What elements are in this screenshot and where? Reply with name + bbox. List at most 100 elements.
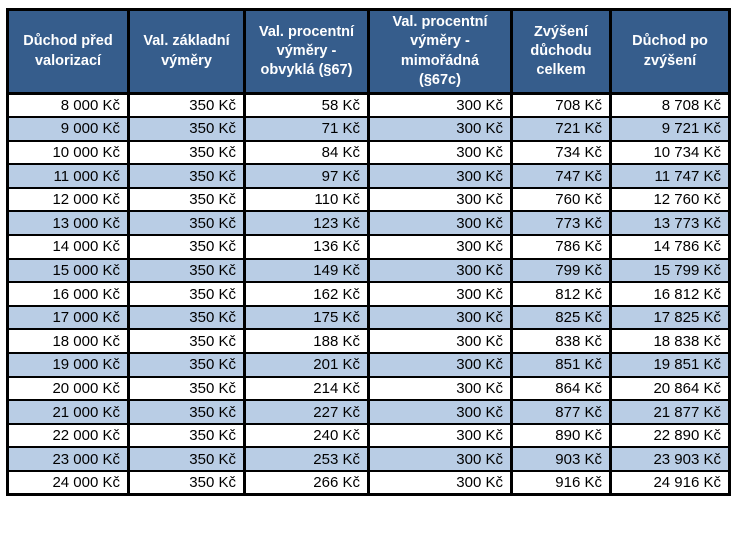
cell-total-pension-increase: 838 Kč [510,328,612,355]
cell-basic-assessment-valorization: 350 Kč [127,92,246,119]
column-header-percentage-assessment-regular: Val. procentní výměry - obvyklá (§67) [243,8,370,95]
cell-total-pension-increase: 773 Kč [510,210,612,237]
cell-percentage-assessment-extraordinary: 300 Kč [367,352,513,378]
page: Důchod před valorizací Val. základní vým… [0,8,731,540]
cell-pension-before-valorization: 8 000 Kč [6,92,130,119]
table-row: 14 000 Kč 350 Kč 136 Kč 300 Kč 786 Kč 14… [6,234,731,260]
cell-percentage-assessment-extraordinary: 300 Kč [367,257,513,284]
cell-percentage-assessment-regular: 162 Kč [243,281,370,307]
cell-percentage-assessment-extraordinary: 300 Kč [367,116,513,142]
cell-percentage-assessment-regular: 188 Kč [243,328,370,355]
cell-pension-after-increase: 21 877 Kč [609,399,731,425]
cell-total-pension-increase: 734 Kč [510,139,612,166]
cell-total-pension-increase: 812 Kč [510,281,612,307]
cell-percentage-assessment-extraordinary: 300 Kč [367,375,513,402]
cell-pension-before-valorization: 11 000 Kč [6,163,130,189]
cell-basic-assessment-valorization: 350 Kč [127,422,246,449]
cell-total-pension-increase: 708 Kč [510,92,612,119]
cell-pension-after-increase: 9 721 Kč [609,116,731,142]
cell-pension-before-valorization: 14 000 Kč [6,234,130,260]
cell-pension-after-increase: 20 864 Kč [609,375,731,402]
table-row: 15 000 Kč 350 Kč 149 Kč 300 Kč 799 Kč 15… [6,257,731,284]
cell-basic-assessment-valorization: 350 Kč [127,234,246,260]
cell-total-pension-increase: 786 Kč [510,234,612,260]
cell-percentage-assessment-regular: 97 Kč [243,163,370,189]
cell-percentage-assessment-extraordinary: 300 Kč [367,92,513,119]
cell-pension-after-increase: 24 916 Kč [609,470,731,496]
cell-pension-before-valorization: 21 000 Kč [6,399,130,425]
cell-percentage-assessment-extraordinary: 300 Kč [367,210,513,237]
cell-basic-assessment-valorization: 350 Kč [127,375,246,402]
table-row: 9 000 Kč 350 Kč 71 Kč 300 Kč 721 Kč 9 72… [6,116,731,142]
cell-percentage-assessment-regular: 136 Kč [243,234,370,260]
cell-pension-before-valorization: 17 000 Kč [6,304,130,331]
table-row: 18 000 Kč 350 Kč 188 Kč 300 Kč 838 Kč 18… [6,328,731,355]
cell-percentage-assessment-extraordinary: 300 Kč [367,446,513,472]
table-row: 23 000 Kč 350 Kč 253 Kč 300 Kč 903 Kč 23… [6,446,731,472]
pension-valorization-table: Důchod před valorizací Val. základní vým… [6,8,731,497]
cell-basic-assessment-valorization: 350 Kč [127,281,246,307]
table-body: 8 000 Kč 350 Kč 58 Kč 300 Kč 708 Kč 8 70… [6,92,731,496]
cell-percentage-assessment-regular: 71 Kč [243,116,370,142]
cell-percentage-assessment-extraordinary: 300 Kč [367,281,513,307]
cell-percentage-assessment-regular: 240 Kč [243,422,370,449]
table-row: 24 000 Kč 350 Kč 266 Kč 300 Kč 916 Kč 24… [6,470,731,496]
cell-total-pension-increase: 890 Kč [510,422,612,449]
cell-percentage-assessment-extraordinary: 300 Kč [367,399,513,425]
cell-pension-after-increase: 19 851 Kč [609,352,731,378]
table-row: 11 000 Kč 350 Kč 97 Kč 300 Kč 747 Kč 11 … [6,163,731,189]
cell-pension-after-increase: 11 747 Kč [609,163,731,189]
cell-pension-before-valorization: 18 000 Kč [6,328,130,355]
cell-total-pension-increase: 864 Kč [510,375,612,402]
column-header-basic-assessment-valorization: Val. základní výměry [127,8,246,95]
cell-pension-after-increase: 8 708 Kč [609,92,731,119]
cell-pension-after-increase: 16 812 Kč [609,281,731,307]
cell-basic-assessment-valorization: 350 Kč [127,352,246,378]
cell-percentage-assessment-regular: 201 Kč [243,352,370,378]
cell-pension-after-increase: 15 799 Kč [609,257,731,284]
cell-percentage-assessment-regular: 123 Kč [243,210,370,237]
cell-percentage-assessment-extraordinary: 300 Kč [367,422,513,449]
cell-pension-before-valorization: 13 000 Kč [6,210,130,237]
cell-pension-after-increase: 23 903 Kč [609,446,731,472]
table-row: 19 000 Kč 350 Kč 201 Kč 300 Kč 851 Kč 19… [6,352,731,378]
column-header-total-pension-increase: Zvýšení důchodu celkem [510,8,612,95]
cell-percentage-assessment-extraordinary: 300 Kč [367,470,513,496]
table-row: 20 000 Kč 350 Kč 214 Kč 300 Kč 864 Kč 20… [6,375,731,402]
cell-basic-assessment-valorization: 350 Kč [127,257,246,284]
cell-pension-after-increase: 13 773 Kč [609,210,731,237]
table-row: 13 000 Kč 350 Kč 123 Kč 300 Kč 773 Kč 13… [6,210,731,237]
cell-basic-assessment-valorization: 350 Kč [127,328,246,355]
cell-percentage-assessment-extraordinary: 300 Kč [367,163,513,189]
cell-percentage-assessment-extraordinary: 300 Kč [367,234,513,260]
cell-pension-before-valorization: 9 000 Kč [6,116,130,142]
cell-total-pension-increase: 721 Kč [510,116,612,142]
table-row: 12 000 Kč 350 Kč 110 Kč 300 Kč 760 Kč 12… [6,186,731,213]
cell-percentage-assessment-extraordinary: 300 Kč [367,139,513,166]
cell-pension-after-increase: 17 825 Kč [609,304,731,331]
cell-total-pension-increase: 825 Kč [510,304,612,331]
cell-basic-assessment-valorization: 350 Kč [127,163,246,189]
cell-pension-after-increase: 10 734 Kč [609,139,731,166]
cell-percentage-assessment-regular: 58 Kč [243,92,370,119]
cell-pension-before-valorization: 20 000 Kč [6,375,130,402]
cell-percentage-assessment-regular: 227 Kč [243,399,370,425]
cell-basic-assessment-valorization: 350 Kč [127,399,246,425]
cell-pension-before-valorization: 10 000 Kč [6,139,130,166]
table-row: 17 000 Kč 350 Kč 175 Kč 300 Kč 825 Kč 17… [6,304,731,331]
table-row: 21 000 Kč 350 Kč 227 Kč 300 Kč 877 Kč 21… [6,399,731,425]
cell-pension-before-valorization: 22 000 Kč [6,422,130,449]
cell-percentage-assessment-extraordinary: 300 Kč [367,304,513,331]
cell-basic-assessment-valorization: 350 Kč [127,210,246,237]
cell-total-pension-increase: 877 Kč [510,399,612,425]
cell-percentage-assessment-regular: 84 Kč [243,139,370,166]
column-header-percentage-assessment-extraordinary: Val. procentní výměry - mimořádná (§67c) [367,8,513,95]
cell-percentage-assessment-regular: 253 Kč [243,446,370,472]
header-row: Důchod před valorizací Val. základní vým… [6,8,731,95]
cell-pension-before-valorization: 16 000 Kč [6,281,130,307]
table-row: 16 000 Kč 350 Kč 162 Kč 300 Kč 812 Kč 16… [6,281,731,307]
cell-percentage-assessment-regular: 266 Kč [243,470,370,496]
cell-basic-assessment-valorization: 350 Kč [127,186,246,213]
table-row: 22 000 Kč 350 Kč 240 Kč 300 Kč 890 Kč 22… [6,422,731,449]
cell-pension-before-valorization: 24 000 Kč [6,470,130,496]
